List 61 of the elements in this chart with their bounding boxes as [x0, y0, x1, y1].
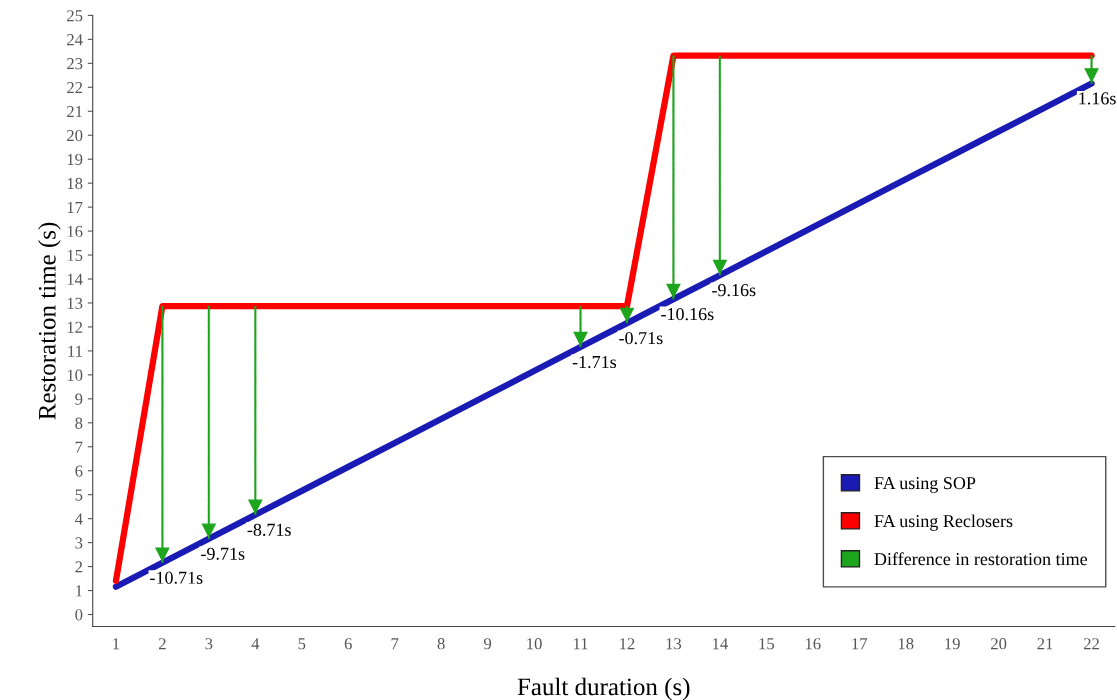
y-tick-label: 5: [75, 489, 83, 501]
y-tick-label: 19: [67, 153, 83, 166]
data-label: 1.16s: [1079, 92, 1116, 105]
y-tick-label: 7: [75, 441, 83, 453]
y-tick-label: 18: [67, 177, 83, 190]
y-tick-label: 3: [75, 537, 83, 549]
y-tick-label: 20: [67, 129, 83, 142]
x-tick-label: 1: [113, 638, 120, 650]
x-tick-label: 7: [391, 638, 399, 650]
legend-label: FA using Reclosers: [874, 514, 1013, 531]
x-tick-label: 16: [805, 638, 821, 650]
y-tick-label: 6: [75, 465, 83, 477]
y-tick-label: 22: [67, 82, 83, 94]
y-tick-label: 23: [67, 58, 83, 70]
x-tick-label: 9: [483, 638, 492, 650]
y-tick-label: 16: [67, 225, 83, 238]
y-tick-label: 2: [75, 561, 83, 573]
y-tick-label: 24: [67, 34, 83, 46]
x-tick-label: 12: [620, 638, 635, 650]
x-tick-label: 20: [991, 638, 1007, 650]
x-tick-label: 19: [945, 638, 960, 650]
x-tick-label: 13: [666, 638, 682, 650]
y-tick-label: 15: [67, 249, 83, 261]
y-tick-label: 21: [67, 106, 82, 118]
x-tick-label: 3: [205, 638, 213, 650]
x-tick-label: 14: [713, 638, 728, 650]
y-tick-label: 0: [75, 609, 83, 621]
x-tick-label: 17: [852, 638, 868, 650]
x-tick-label: 8: [437, 638, 445, 650]
x-tick-label: 18: [898, 638, 914, 650]
data-label: -1.71s: [572, 356, 617, 369]
data-label: -0.71s: [619, 331, 663, 345]
x-tick-label: 11: [573, 638, 588, 650]
x-tick-label: 21: [1037, 638, 1053, 650]
x-tick-label: 15: [759, 638, 775, 650]
x-tick-label: 2: [158, 638, 166, 650]
data-label: -10.71s: [150, 571, 203, 584]
y-tick-label: 13: [67, 297, 83, 309]
y-tick-label: 4: [74, 513, 83, 525]
legend-label: Difference in restoration time: [874, 552, 1088, 566]
y-tick-label: 12: [67, 321, 83, 333]
y-tick-label: 25: [67, 10, 83, 22]
y-tick-label: 9: [75, 393, 83, 405]
y-tick-label: 8: [75, 417, 83, 429]
x-tick-label: 4: [251, 638, 260, 650]
data-label: -9.16s: [712, 284, 756, 297]
y-tick-label: 17: [67, 201, 83, 213]
data-label: -10.16s: [661, 308, 714, 321]
legend-label: FA using SOP: [874, 477, 976, 493]
y-tick-label: 11: [68, 345, 82, 357]
data-label: -9.71s: [201, 547, 245, 560]
x-axis-title: Fault duration (s): [517, 677, 690, 700]
x-tick-label: 5: [298, 638, 306, 650]
y-tick-label: 1: [76, 585, 82, 597]
data-label: -8.71s: [247, 523, 291, 536]
x-tick-label: 10: [527, 638, 542, 650]
y-tick-label: 14: [67, 273, 83, 285]
y-axis-title: Restoration time (s): [38, 222, 61, 420]
x-tick-label: 6: [344, 638, 352, 650]
y-tick-label: 10: [67, 369, 83, 381]
x-tick-label: 22: [1083, 638, 1099, 650]
